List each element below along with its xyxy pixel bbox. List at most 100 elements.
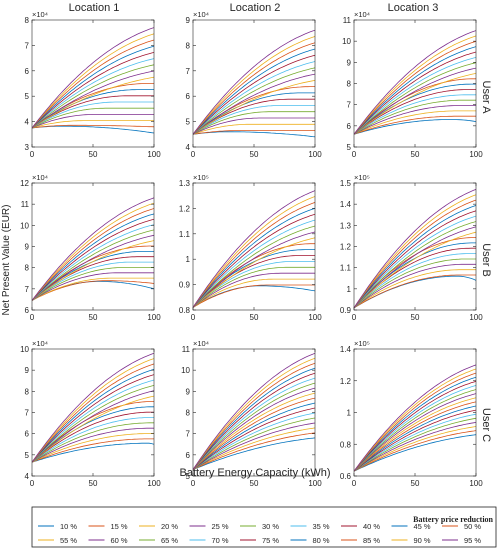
series-line-75pct [32,52,154,129]
series-line-75pct [354,51,476,135]
series-line-50pct [354,401,476,472]
legend-label: 90 % [414,536,431,545]
y-tick-label: 7 [25,285,30,294]
series-line-15pct [354,430,476,472]
x-tick-label: 50 [250,479,259,488]
x-tick-label: 50 [411,479,420,488]
legend-label: 40 % [363,522,380,531]
y-exponent-label: ×10⁴ [193,339,209,348]
y-tick-label: 9 [186,16,191,25]
legend-label: 75 % [262,536,279,545]
series-group [354,30,476,135]
series-line-30pct [32,422,154,463]
series-line-40pct [32,411,154,463]
series-line-85pct [193,202,315,308]
series-line-25pct [193,117,315,135]
y-tick-label: 6 [25,430,30,439]
legend-item: 30 % [240,522,279,531]
series-line-45pct [193,402,315,470]
series-line-40pct [354,89,476,135]
x-tick-label: 0 [30,150,35,159]
series-line-55pct [193,392,315,470]
row-label-user-c: User C [480,408,492,442]
y-tick-label: 1 [186,255,191,264]
y-tick-label: 0.8 [340,440,352,449]
series-line-95pct [32,197,154,301]
series-line-45pct [354,405,476,472]
legend-item: 65 % [139,536,178,545]
x-tick-label: 0 [30,313,35,322]
y-tick-label: 5 [186,472,191,481]
y-tick-label: 9 [347,58,352,67]
y-tick-label: 3 [25,143,30,152]
y-tick-label: 0.8 [179,306,191,315]
y-tick-label: 1.2 [340,243,352,252]
series-line-95pct [354,30,476,135]
series-line-35pct [193,412,315,470]
x-tick-label: 100 [469,313,483,322]
legend-item: 90 % [391,536,431,545]
series-line-60pct [354,67,476,135]
series-line-80pct [193,367,315,470]
legend: Battery price reduction 10 % 15 % 20 % 25 %… [31,506,497,548]
series-line-95pct [193,352,315,470]
series-line-90pct [32,358,154,463]
series-line-80pct [354,46,476,135]
series-line-95pct [354,189,476,309]
y-tick-label: 5 [186,118,191,127]
series-line-20pct [354,426,476,472]
series-line-75pct [193,54,315,135]
series-line-65pct [32,229,154,301]
series-line-70pct [32,58,154,129]
y-tick-label: 5 [347,143,352,152]
column-title-location-2: Location 2 [230,2,281,14]
y-tick-label: 6 [186,92,191,101]
series-line-55pct [193,80,315,135]
y-tick-label: 4 [186,143,191,152]
series-line-15pct [354,115,476,135]
series-line-40pct [193,407,315,470]
legend-label: 35 % [313,522,330,531]
series-line-85pct [32,363,154,463]
legend-item: 80 % [290,536,330,545]
series-line-25pct [32,427,154,463]
series-line-55pct [32,240,154,301]
series-line-95pct [32,27,154,129]
series-line-85pct [32,39,154,129]
y-tick-label: 1.5 [340,179,352,188]
series-line-45pct [354,83,476,135]
series-line-80pct [32,368,154,463]
series-line-35pct [354,253,476,309]
x-tick-label: 50 [411,313,420,322]
series-line-15pct [193,432,315,470]
series-line-60pct [32,234,154,301]
legend-title: Battery price reduction [413,515,493,524]
subplot-8: 5 6 7 8 9 10 11 0 50 100 ×10⁴ [181,339,322,488]
series-line-75pct [354,380,476,472]
series-line-20pct [32,120,154,129]
series-line-30pct [193,111,315,135]
series-line-60pct [354,393,476,472]
series-line-20pct [193,427,315,470]
x-tick-label: 0 [191,313,196,322]
series-line-15pct [354,274,476,309]
series-line-35pct [32,261,154,301]
y-tick-label: 11 [182,345,191,354]
axes-frame [192,19,316,148]
series-line-50pct [32,245,154,301]
legend-item: 20 % [139,522,178,531]
series-line-55pct [32,76,154,129]
series-line-50pct [193,397,315,470]
series-line-20pct [354,269,476,309]
series-group [193,29,315,138]
y-tick-label: 1.2 [340,377,352,386]
y-exponent-label: ×10⁵ [354,339,370,348]
legend-item: 70 % [189,536,229,545]
x-tick-label: 0 [352,150,357,159]
series-line-60pct [193,231,315,308]
series-line-55pct [354,73,476,135]
series-line-40pct [354,409,476,472]
legend-item: 15 % [88,522,128,531]
y-tick-label: 11 [343,16,352,25]
